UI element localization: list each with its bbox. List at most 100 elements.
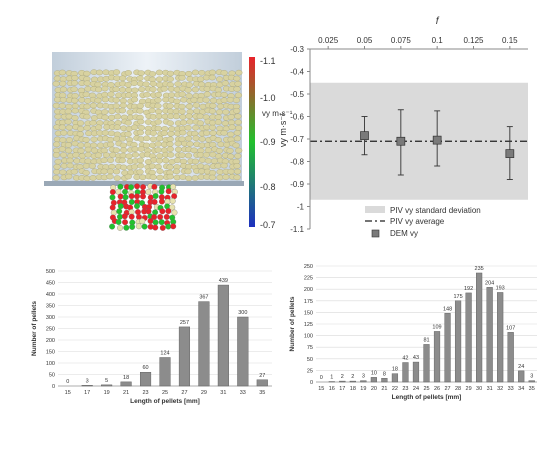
y-tick-label: -0.8: [290, 158, 304, 167]
pellet: [166, 141, 174, 147]
pellet: [90, 142, 98, 149]
pellet: [234, 153, 242, 159]
x-tick-label: 23: [142, 390, 148, 396]
y-tick-label: -1.1: [290, 225, 304, 234]
x-tick-label: 15: [318, 386, 324, 392]
outflow-pellet: [169, 204, 176, 211]
pellet: [77, 142, 85, 149]
pellet: [64, 118, 72, 125]
pellet: [101, 109, 109, 115]
pellet: [166, 70, 175, 77]
data-label: 235: [475, 266, 484, 272]
pellet: [94, 152, 103, 159]
y-tick-label: 50: [307, 357, 313, 363]
outflow-pellet: [151, 199, 158, 205]
pellet: [167, 152, 175, 158]
pellet: [84, 151, 92, 158]
pellet: [118, 87, 127, 93]
pellet: [78, 97, 86, 103]
pellet: [89, 120, 97, 126]
data-point: [360, 131, 369, 140]
pellet: [84, 86, 92, 92]
pellet: [136, 108, 144, 114]
pellet: [71, 115, 79, 121]
pellet: [64, 108, 72, 115]
pellet: [162, 157, 170, 164]
pellet: [168, 126, 176, 132]
pellet: [204, 158, 212, 164]
pellet: [167, 130, 175, 137]
pellet: [222, 174, 230, 180]
data-label: 18: [392, 367, 398, 373]
pellet: [66, 157, 74, 164]
pellet: [137, 162, 145, 169]
pellet: [107, 141, 115, 148]
data-label: 0: [320, 375, 323, 381]
bar: [528, 380, 535, 383]
bar: [217, 284, 229, 387]
pellet: [174, 146, 183, 153]
outflow-pellet: [109, 189, 116, 195]
outflow-pellet: [170, 183, 177, 190]
pellet: [235, 147, 243, 154]
pellet: [198, 70, 206, 76]
x-tick-label: 0.025: [318, 36, 339, 45]
data-label: 60: [142, 365, 148, 371]
bar: [159, 357, 171, 387]
pellet: [179, 129, 187, 136]
colorbar-tick: -1.0: [260, 93, 276, 103]
x-tick-label: 19: [360, 386, 366, 392]
outflow-pellet: [115, 188, 122, 195]
pellet: [71, 107, 79, 114]
pellet: [71, 97, 79, 104]
pellet: [83, 125, 91, 131]
pellet: [95, 69, 104, 76]
outflow-pellet: [159, 208, 166, 215]
bar: [497, 292, 504, 383]
data-label: 193: [496, 285, 505, 291]
pellet: [52, 152, 61, 158]
pellet: [185, 113, 193, 120]
pellet: [214, 114, 222, 121]
x-tick-label: 22: [392, 386, 398, 392]
data-label: 204: [485, 280, 494, 286]
pellet: [58, 103, 66, 109]
x-tick-label: 0.1: [432, 36, 444, 45]
pellet: [227, 153, 235, 160]
pellet: [192, 124, 200, 131]
pellet: [208, 108, 216, 114]
pellet: [227, 131, 235, 138]
data-label: 367: [199, 295, 208, 301]
y-tick-label: -0.9: [290, 180, 304, 189]
pellet: [196, 152, 204, 158]
pellet: [100, 168, 108, 175]
data-label: 3: [86, 378, 89, 384]
pellet: [216, 169, 224, 175]
data-label: 1: [330, 375, 333, 381]
y-tick-label: 25: [307, 368, 313, 374]
pellet: [154, 119, 162, 125]
pellet: [184, 87, 192, 93]
x-tick-label: 31: [487, 386, 493, 392]
colorbar-gradient: [249, 57, 255, 227]
pellet: [204, 147, 213, 153]
bar: [423, 344, 430, 383]
x-tick-label: 27: [181, 390, 187, 396]
bar: [412, 361, 420, 383]
x-tick-label: 31: [220, 390, 226, 396]
data-label: 124: [160, 350, 169, 356]
pellet: [88, 163, 96, 169]
data-label: 192: [464, 286, 473, 292]
y-tick-label: 0: [310, 380, 313, 386]
bar: [178, 326, 191, 387]
pellet: [192, 135, 200, 142]
pellet: [65, 124, 73, 131]
pellet: [136, 75, 144, 82]
pellet: [208, 69, 217, 76]
pellet: [233, 168, 242, 175]
y-tick-label: 150: [46, 350, 55, 356]
pellet: [235, 69, 243, 76]
colorbar-tick: -0.9: [260, 137, 276, 147]
x-tick-label: 33: [508, 386, 514, 392]
